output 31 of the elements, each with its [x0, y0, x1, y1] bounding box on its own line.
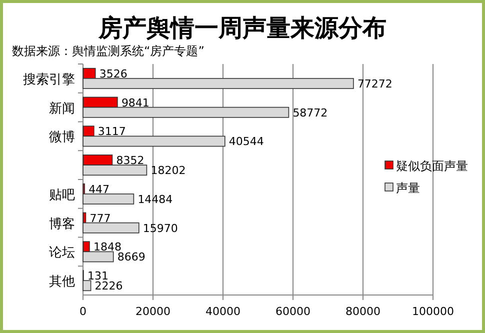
legend-label: 疑似负面声量 [396, 159, 468, 173]
x-tick-label: 60000 [276, 305, 310, 318]
data-label: 447 [88, 182, 110, 196]
x-tick-label: 40000 [206, 305, 240, 318]
data-label: 18202 [150, 164, 186, 178]
y-tick-label: 搜索引擎 [23, 72, 75, 88]
data-label: 15970 [142, 222, 178, 235]
chart-title: 房产舆情一周声量来源分布 [98, 13, 386, 42]
data-label: 40544 [228, 135, 264, 148]
data-label: 77272 [357, 77, 392, 90]
x-tick-label: 20000 [136, 305, 170, 318]
data-label: 58772 [292, 106, 328, 120]
y-tick-label: 微博 [49, 130, 75, 146]
data-label: 8669 [117, 250, 146, 264]
data-label: 14484 [138, 192, 173, 206]
data-label: 8352 [116, 154, 144, 168]
chart-subtitle: 数据来源：舆情监测系统“房产专题” [12, 44, 204, 58]
y-tick-label: 新闻 [49, 101, 75, 116]
x-tick-label: 80000 [346, 305, 380, 318]
legend-label: 声量 [396, 181, 420, 195]
x-tick-label: 0 [80, 305, 86, 318]
data-label: 777 [90, 212, 111, 225]
data-label: 3117 [98, 125, 126, 138]
x-tick-label: 100000 [412, 305, 454, 318]
data-label: 2226 [94, 280, 123, 293]
y-tick-label: 其他 [49, 274, 75, 290]
y-tick-label: 博客 [49, 216, 75, 232]
y-tick-label: 论坛 [49, 246, 75, 261]
data-label: 9841 [121, 96, 150, 110]
data-label: 3526 [99, 67, 128, 80]
y-tick-label: 贴吧 [49, 188, 75, 203]
